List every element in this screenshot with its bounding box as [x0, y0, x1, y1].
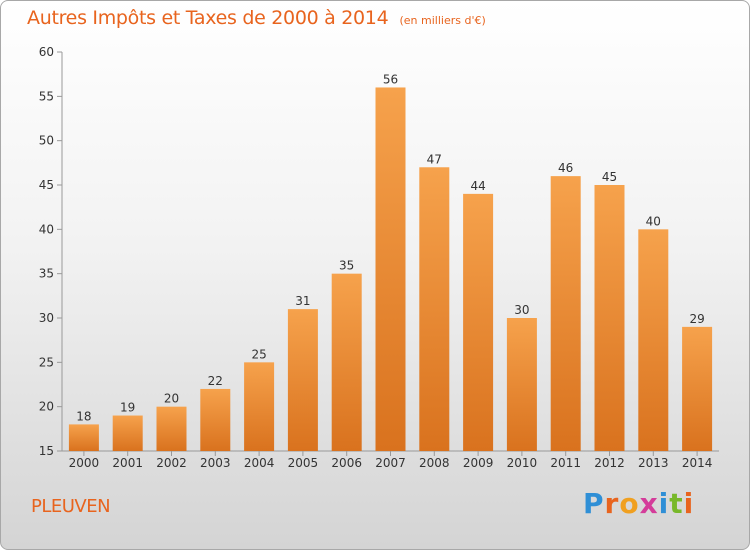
bar-2000: [68, 424, 99, 451]
chart-unit: (en milliers d'€): [399, 14, 486, 27]
y-tick-label: 20: [39, 400, 54, 414]
x-tick-label: 2007: [375, 456, 406, 470]
chart-title: Autres Impôts et Taxes de 2000 à 2014: [27, 7, 389, 29]
y-tick-label: 25: [39, 355, 54, 369]
data-label-2003: 22: [208, 374, 223, 388]
bar-2014: [682, 326, 713, 451]
commune-name: PLEUVEN: [31, 496, 111, 517]
bar-2013: [638, 229, 669, 451]
y-tick-label: 40: [39, 222, 54, 236]
bar-2010: [506, 318, 537, 451]
data-label-2014: 29: [689, 312, 704, 326]
data-label-2001: 19: [120, 401, 135, 415]
x-tick-label: 2005: [288, 456, 319, 470]
bar-2003: [200, 388, 231, 451]
bar-2001: [112, 415, 143, 451]
chart-data-labels: 18 19 20 22 25 31 35 56 47 44 30 46 45 40 29: [76, 72, 704, 423]
y-tick-label: 35: [39, 267, 54, 281]
x-tick-label: 2010: [507, 456, 538, 470]
data-label-2004: 25: [251, 347, 266, 361]
data-label-2010: 30: [514, 303, 529, 317]
x-tick-label: 2012: [594, 456, 625, 470]
data-label-2000: 18: [76, 409, 91, 423]
data-label-2011: 46: [558, 161, 573, 175]
logo-letter: i: [658, 487, 670, 520]
x-tick-label: 2009: [463, 456, 494, 470]
x-tick-label: 2003: [200, 456, 231, 470]
y-tick-label: 45: [39, 178, 54, 192]
x-tick-label: 2006: [331, 456, 362, 470]
data-label-2013: 40: [646, 214, 661, 228]
data-label-2008: 47: [427, 152, 442, 166]
data-label-2005: 31: [295, 294, 310, 308]
y-tick-label: 30: [39, 311, 54, 325]
y-tick-label: 55: [39, 89, 54, 103]
y-tick-label: 15: [39, 444, 54, 458]
logo-letter: x: [639, 487, 659, 520]
bar-2005: [287, 309, 318, 451]
data-label-2006: 35: [339, 259, 354, 273]
bar-2004: [244, 362, 275, 451]
x-tick-label: 2001: [112, 456, 143, 470]
bar-2007: [375, 87, 406, 451]
logo-letter: o: [619, 487, 640, 520]
x-tick-label: 2014: [682, 456, 713, 470]
proxiti-logo[interactable]: Proxiti: [583, 487, 694, 520]
data-label-2012: 45: [602, 170, 617, 184]
y-tick-label: 50: [39, 134, 54, 148]
bar-2009: [463, 193, 494, 451]
logo-letter: t: [669, 487, 684, 520]
x-tick-label: 2002: [156, 456, 187, 470]
chart-title-row: Autres Impôts et Taxes de 2000 à 2014 (e…: [27, 7, 486, 29]
x-tick-label: 2011: [550, 456, 581, 470]
data-label-2007: 56: [383, 72, 398, 86]
bar-2006: [331, 273, 362, 451]
data-label-2002: 20: [164, 392, 179, 406]
x-tick-label: 2000: [69, 456, 100, 470]
x-tick-label: 2008: [419, 456, 450, 470]
x-tick-label: 2004: [244, 456, 275, 470]
bar-2008: [419, 167, 450, 451]
bar-2011: [550, 176, 581, 451]
y-tick-label: 60: [39, 45, 54, 59]
logo-letter: P: [583, 487, 605, 520]
chart-bars: [68, 87, 713, 451]
logo-letter: i: [683, 487, 695, 520]
bar-2012: [594, 185, 625, 451]
data-label-2009: 44: [470, 179, 485, 193]
x-tick-label: 2013: [638, 456, 669, 470]
logo-letter: r: [604, 487, 620, 520]
bar-2002: [156, 406, 187, 451]
